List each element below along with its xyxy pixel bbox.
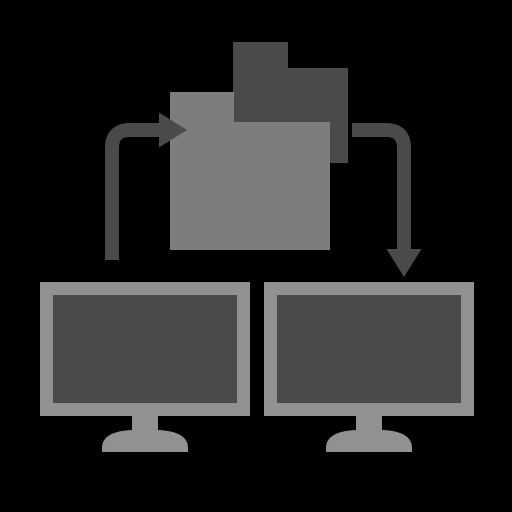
arrow-right-down-icon: [352, 130, 404, 249]
monitor-right-icon: [264, 282, 474, 452]
file-sync-diagram: [0, 0, 512, 512]
monitor-left-icon: [40, 282, 250, 452]
folder-icon: [170, 42, 348, 250]
arrow-left-up-icon: [112, 130, 159, 260]
